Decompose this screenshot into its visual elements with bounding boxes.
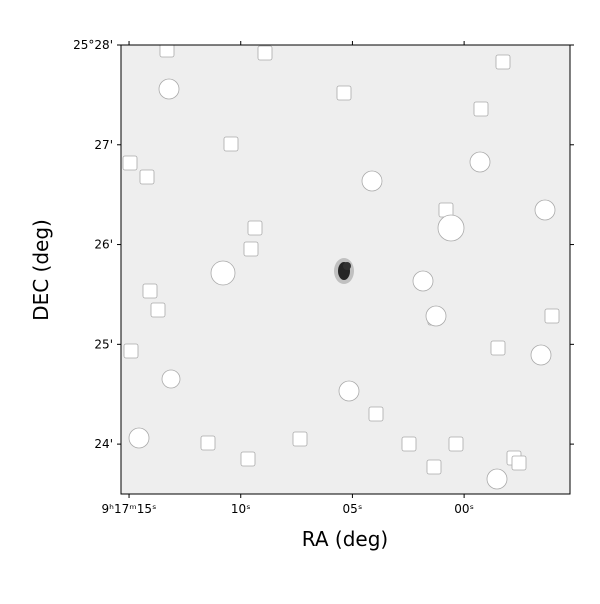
- mask-square: [292, 431, 308, 447]
- mask-square: [426, 459, 442, 475]
- mask-square: [368, 406, 384, 422]
- mask-square: [159, 45, 175, 58]
- mask-square: [243, 241, 259, 257]
- mask-layer: [122, 45, 560, 490]
- mask-circle: [437, 214, 465, 242]
- mask-square: [142, 283, 158, 299]
- x-tick-label: 10ˢ: [231, 502, 251, 516]
- mask-circle: [210, 260, 236, 286]
- y-tick-label: 27': [94, 138, 113, 152]
- x-axis-label: RA (deg): [302, 527, 388, 551]
- mask-square: [200, 435, 216, 451]
- mask-circle: [128, 427, 150, 449]
- mask-square: [122, 155, 138, 171]
- x-tick-label: 9ʰ17ᵐ15ˢ: [102, 502, 157, 516]
- galaxy: [334, 258, 354, 284]
- mask-circle: [425, 305, 447, 327]
- mask-square: [240, 451, 256, 467]
- mask-square: [473, 101, 489, 117]
- y-tick-label: 25': [94, 337, 113, 351]
- y-tick-label: 24': [94, 437, 113, 451]
- mask-square: [150, 302, 166, 318]
- x-tick-label: 00ˢ: [454, 502, 474, 516]
- mask-square: [495, 54, 511, 70]
- mask-square: [223, 136, 239, 152]
- mask-circle: [338, 380, 360, 402]
- mask-square: [511, 455, 527, 471]
- mask-circle: [534, 199, 556, 221]
- mask-circle: [486, 468, 508, 490]
- mask-circle: [469, 151, 491, 173]
- mask-circle: [412, 270, 434, 292]
- mask-circle: [361, 170, 383, 192]
- mask-square: [544, 308, 560, 324]
- x-tick-label: 05ˢ: [343, 502, 363, 516]
- mask-square: [257, 45, 273, 61]
- mask-square: [490, 340, 506, 356]
- mask-square: [401, 436, 417, 452]
- y-axis-label: DEC (deg): [29, 219, 53, 321]
- mask-circle: [530, 344, 552, 366]
- mask-square: [247, 220, 263, 236]
- plot-frame: [120, 44, 571, 495]
- mask-square: [336, 85, 352, 101]
- mask-square: [123, 343, 139, 359]
- mask-square: [448, 436, 464, 452]
- mask-circle: [161, 369, 181, 389]
- y-tick-label: 25°28': [73, 38, 113, 52]
- mask-circle: [158, 78, 180, 100]
- y-tick-label: 26': [94, 238, 113, 252]
- mask-square: [139, 169, 155, 185]
